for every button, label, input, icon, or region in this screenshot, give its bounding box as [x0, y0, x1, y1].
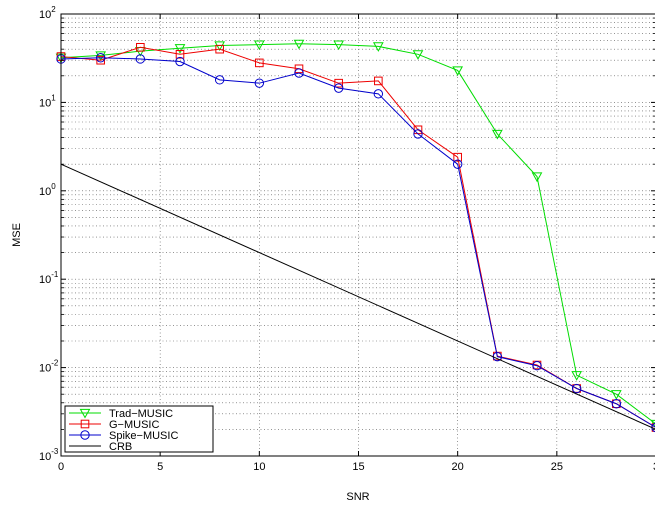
data-point — [215, 44, 224, 54]
data-point — [175, 50, 185, 59]
series-none — [60, 163, 655, 430]
data-point — [333, 83, 344, 93]
data-point — [255, 58, 264, 68]
data-point — [253, 40, 265, 51]
data-point — [452, 66, 464, 76]
data-point — [491, 129, 503, 140]
data-point — [413, 129, 423, 139]
data-point — [412, 50, 424, 60]
legend-label: G−MUSIC — [109, 419, 159, 431]
data-point — [373, 89, 384, 99]
data-point — [79, 408, 91, 419]
data-point — [532, 361, 542, 371]
data-point — [452, 159, 463, 169]
y-tick-label: 101 — [39, 93, 56, 109]
data-point — [294, 68, 304, 78]
x-axis-label: SNR — [346, 491, 369, 503]
data-point — [80, 419, 90, 429]
data-point — [214, 75, 225, 85]
legend-box — [64, 405, 214, 453]
data-point — [95, 53, 106, 63]
data-point — [333, 40, 345, 51]
data-point — [136, 43, 145, 52]
series-layer — [55, 39, 655, 433]
data-point — [610, 390, 622, 400]
grid-lines — [61, 14, 655, 456]
data-point — [80, 430, 90, 440]
data-point — [571, 383, 582, 394]
x-tick-label: 10 — [253, 461, 265, 473]
data-point — [334, 78, 343, 88]
data-point — [293, 39, 305, 50]
data-point — [254, 78, 265, 88]
y-tick-label: 10-3 — [39, 447, 59, 463]
data-point — [135, 54, 146, 64]
data-point — [611, 399, 622, 409]
data-point — [374, 76, 383, 86]
data-point — [95, 51, 107, 61]
data-point — [174, 44, 186, 54]
data-point — [372, 42, 384, 52]
x-tick-label: 5 — [157, 461, 163, 473]
legend-label: Trad−MUSIC — [109, 408, 173, 420]
series-line — [60, 163, 655, 430]
data-point — [650, 419, 655, 428]
series-line — [60, 43, 655, 424]
x-tick-label: 20 — [452, 461, 464, 473]
x-tick-label: 3 — [653, 461, 655, 473]
data-point — [571, 371, 583, 381]
series-circle — [56, 53, 655, 433]
data-point — [175, 56, 185, 67]
data-point — [453, 152, 462, 162]
series-triangle-down — [55, 39, 655, 428]
x-tick-label: 15 — [352, 461, 364, 473]
series-line — [60, 57, 655, 428]
y-tick-label: 10-1 — [39, 270, 59, 286]
y-axis-label: MSE — [11, 223, 23, 247]
x-tick-label: 0 — [58, 461, 64, 473]
y-tick-label: 102 — [39, 5, 56, 21]
data-point — [214, 41, 226, 52]
legend-label: Spike−MUSIC — [109, 430, 178, 442]
x-tick-label: 25 — [551, 461, 563, 473]
data-point — [531, 172, 543, 183]
legend-label: CRB — [109, 441, 132, 453]
y-tick-label: 10-2 — [39, 359, 59, 375]
y-tick-label: 100 — [39, 182, 56, 198]
